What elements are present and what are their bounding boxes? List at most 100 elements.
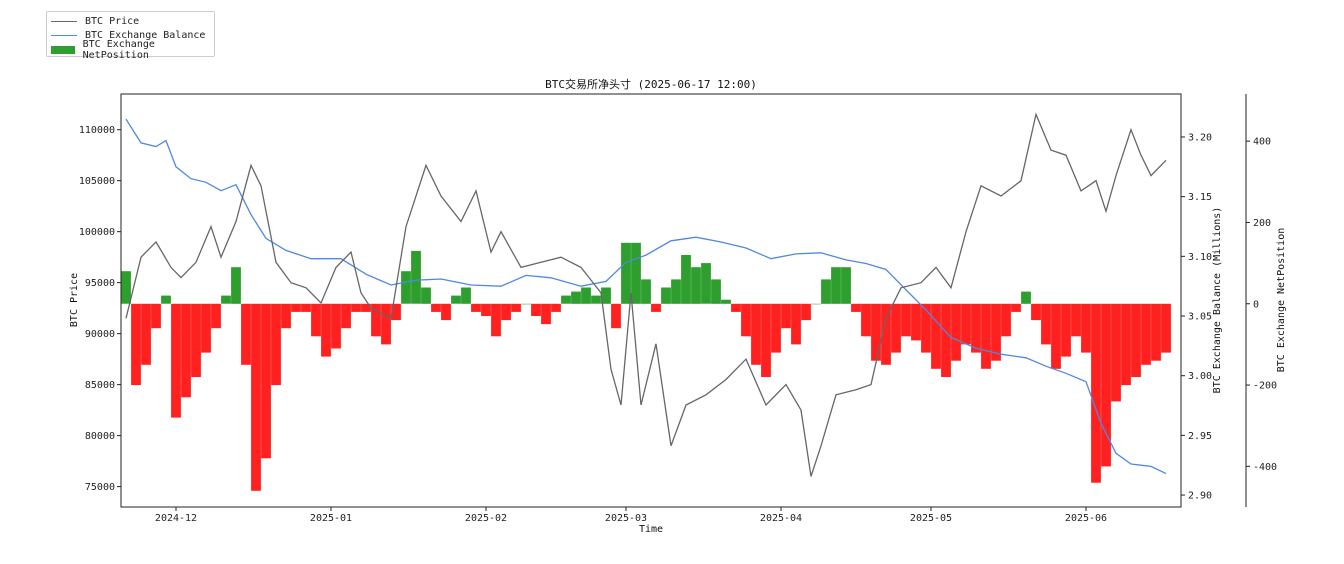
axes-layer: 2024-12 2025-01 2025-02 2025-03 2025-04 2025-…	[79, 125, 1277, 524]
netposition-bar	[571, 291, 581, 304]
netposition-bar	[121, 271, 131, 304]
netposition-bar	[1111, 303, 1121, 402]
netposition-bar	[551, 303, 561, 312]
x-tick-label: 2024-12	[155, 513, 197, 524]
balance-tick-label: 3.20	[1188, 132, 1212, 143]
balance-line	[125, 118, 1167, 475]
netposition-bar	[661, 287, 671, 304]
legend-label-balance: BTC Exchange Balance	[85, 30, 206, 41]
netposition-bar	[561, 295, 571, 304]
netposition-bar	[811, 303, 821, 305]
netposition-bar	[321, 303, 331, 357]
netposition-bar	[721, 299, 731, 304]
netposition-bar	[971, 303, 981, 353]
netposition-bar	[991, 303, 1001, 361]
netposition-tick-label: 200	[1253, 218, 1271, 229]
netposition-bar	[441, 303, 451, 321]
netposition-bar	[911, 303, 921, 341]
netposition-bar	[481, 303, 491, 316]
netposition-bar	[391, 303, 401, 321]
price-line	[125, 112, 1167, 477]
netposition-bar	[1011, 303, 1021, 312]
price-tick-label: 80000	[85, 431, 115, 442]
netposition-bar	[641, 279, 651, 304]
netposition-bar	[501, 303, 511, 321]
netposition-bar	[711, 279, 721, 304]
x-tick-label: 2025-06	[1065, 513, 1107, 524]
netposition-bar	[541, 303, 551, 325]
netposition-bar	[1021, 291, 1031, 304]
netposition-bar	[981, 303, 991, 369]
netposition-axis-label: BTC Exchange NetPosition	[1276, 228, 1287, 373]
netposition-bar	[831, 267, 841, 304]
legend-item-price: BTC Price	[51, 15, 139, 28]
netposition-bar	[1061, 303, 1071, 357]
netposition-bar	[851, 303, 861, 312]
netposition-bar	[871, 303, 881, 361]
netposition-bar	[281, 303, 291, 329]
price-axis-label: BTC Price	[69, 273, 80, 327]
netposition-bar	[921, 303, 931, 353]
netposition-bar	[141, 303, 151, 365]
netposition-bar	[161, 295, 171, 304]
netposition-bar	[261, 303, 271, 459]
balance-tick-label: 3.10	[1188, 252, 1212, 263]
netposition-bar	[581, 287, 591, 304]
netposition-bar	[341, 303, 351, 329]
legend-item-balance: BTC Exchange Balance	[51, 29, 205, 42]
balance-tick-label: 3.05	[1188, 312, 1212, 323]
netposition-bar	[401, 271, 411, 304]
netposition-bar	[1131, 303, 1141, 377]
netposition-bar	[1101, 303, 1111, 467]
chart-title: BTC交易所净头寸 (2025-06-17 12:00)	[545, 77, 757, 91]
netposition-bar	[1051, 303, 1061, 369]
netposition-bar	[631, 242, 641, 304]
legend-swatch-price	[51, 21, 77, 22]
price-tick-label: 95000	[85, 278, 115, 289]
netposition-bar	[701, 263, 711, 304]
price-tick-label: 75000	[85, 482, 115, 493]
netposition-bar	[651, 303, 661, 312]
netposition-layer	[121, 242, 1171, 491]
netposition-bar	[221, 295, 231, 304]
netposition-bar	[151, 303, 161, 329]
netposition-bar	[841, 267, 851, 304]
netposition-bar	[1041, 303, 1051, 345]
netposition-bar	[351, 303, 361, 312]
netposition-bar	[901, 303, 911, 337]
legend: BTC Price BTC Exchange Balance BTC Excha…	[46, 11, 215, 61]
netposition-bar	[761, 303, 771, 377]
netposition-bar	[291, 303, 301, 312]
netposition-bar	[231, 267, 241, 304]
netposition-bar	[451, 295, 461, 304]
netposition-bar	[591, 295, 601, 304]
netposition-bar	[491, 303, 501, 337]
netposition-bar	[1141, 303, 1151, 365]
x-tick-label: 2025-02	[465, 513, 507, 524]
netposition-bar	[671, 279, 681, 304]
netposition-bar	[801, 303, 811, 321]
balance-tick-label: 3.00	[1188, 371, 1212, 382]
price-tick-label: 100000	[79, 227, 115, 238]
balance-tick-label: 2.90	[1188, 491, 1212, 502]
netposition-bar	[371, 303, 381, 337]
netposition-bar	[601, 287, 611, 304]
plot-frame	[120, 93, 1182, 508]
netposition-bar	[331, 303, 341, 349]
netposition-bar	[131, 303, 141, 386]
netposition-bar	[211, 303, 221, 329]
x-tick-label: 2025-03	[605, 513, 647, 524]
legend-swatch-netposition	[51, 45, 75, 54]
netposition-bar	[691, 267, 701, 304]
netposition-bar	[961, 303, 971, 345]
legend-swatch-balance	[51, 35, 77, 36]
netposition-bar	[171, 303, 181, 418]
netposition-bar	[891, 303, 901, 353]
netposition-bar	[941, 303, 951, 377]
netposition-bar	[521, 303, 531, 305]
x-axis-label: Time	[639, 524, 663, 535]
legend-label-price: BTC Price	[85, 16, 140, 27]
netposition-bar	[1001, 303, 1011, 337]
netposition-bar	[781, 303, 791, 329]
